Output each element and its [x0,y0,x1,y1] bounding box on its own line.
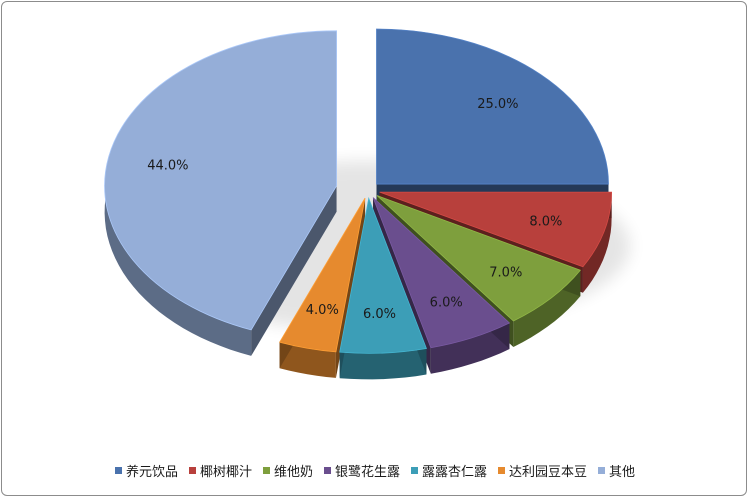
legend-swatch [114,467,122,474]
data-label: 7.0% [489,265,522,280]
legend-label: 椰树椰汁 [199,465,252,480]
slice-top [372,197,511,349]
slice-outer-wall [339,348,427,380]
slice-top [278,197,366,353]
data-label: 4.0% [306,303,339,318]
data-label: 6.0% [430,295,463,310]
data-label: 8.0% [529,215,562,230]
legend-label: 露露杏仁露 [422,465,488,480]
legend-swatch [262,467,270,474]
slice-top [376,28,609,185]
data-label: 44.0% [147,158,188,173]
data-label: 25.0% [477,97,518,112]
legend-item: 养元饮品 [114,461,178,480]
legend-label: 养元饮品 [125,465,178,480]
legend-label: 维他奶 [273,465,313,480]
pie-chart: 25.0% 8.0% 7.0% 6.0% 6.0% 4.0% 44.0% [104,28,630,380]
pie-slice [339,196,427,380]
slice-outer-wall [430,323,510,374]
legend-item: 达利园豆本豆 [498,461,587,480]
legend-swatch [188,467,196,474]
legend-item: 椰树椰汁 [188,461,252,480]
pie-slice [104,30,337,356]
slice-top [339,196,427,354]
slice-top [376,195,581,322]
chart-legend: 养元饮品 椰树椰汁 维他奶 银鹭花生露 露露杏仁露 达利园豆本豆 其他 [0,461,750,480]
legend-item: 维他奶 [262,461,313,480]
legend-label: 银鹭花生露 [334,465,400,480]
legend-label: 达利园豆本豆 [509,465,588,480]
slice-top [379,191,613,268]
slice-outer-wall [582,192,612,293]
slice-top [104,30,337,331]
legend-swatch [411,467,418,474]
legend-item: 银鹭花生露 [323,461,400,480]
slice-outer-wall [279,342,336,378]
legend-swatch [598,467,606,474]
legend-label: 其他 [609,465,636,480]
slice-radial-wall [251,185,337,356]
legend-swatch [323,467,331,474]
pie-slice [376,28,609,211]
data-label: 6.0% [363,307,396,322]
legend-item: 其他 [598,461,635,480]
legend-item: 露露杏仁露 [411,461,487,480]
legend-swatch [498,467,506,474]
